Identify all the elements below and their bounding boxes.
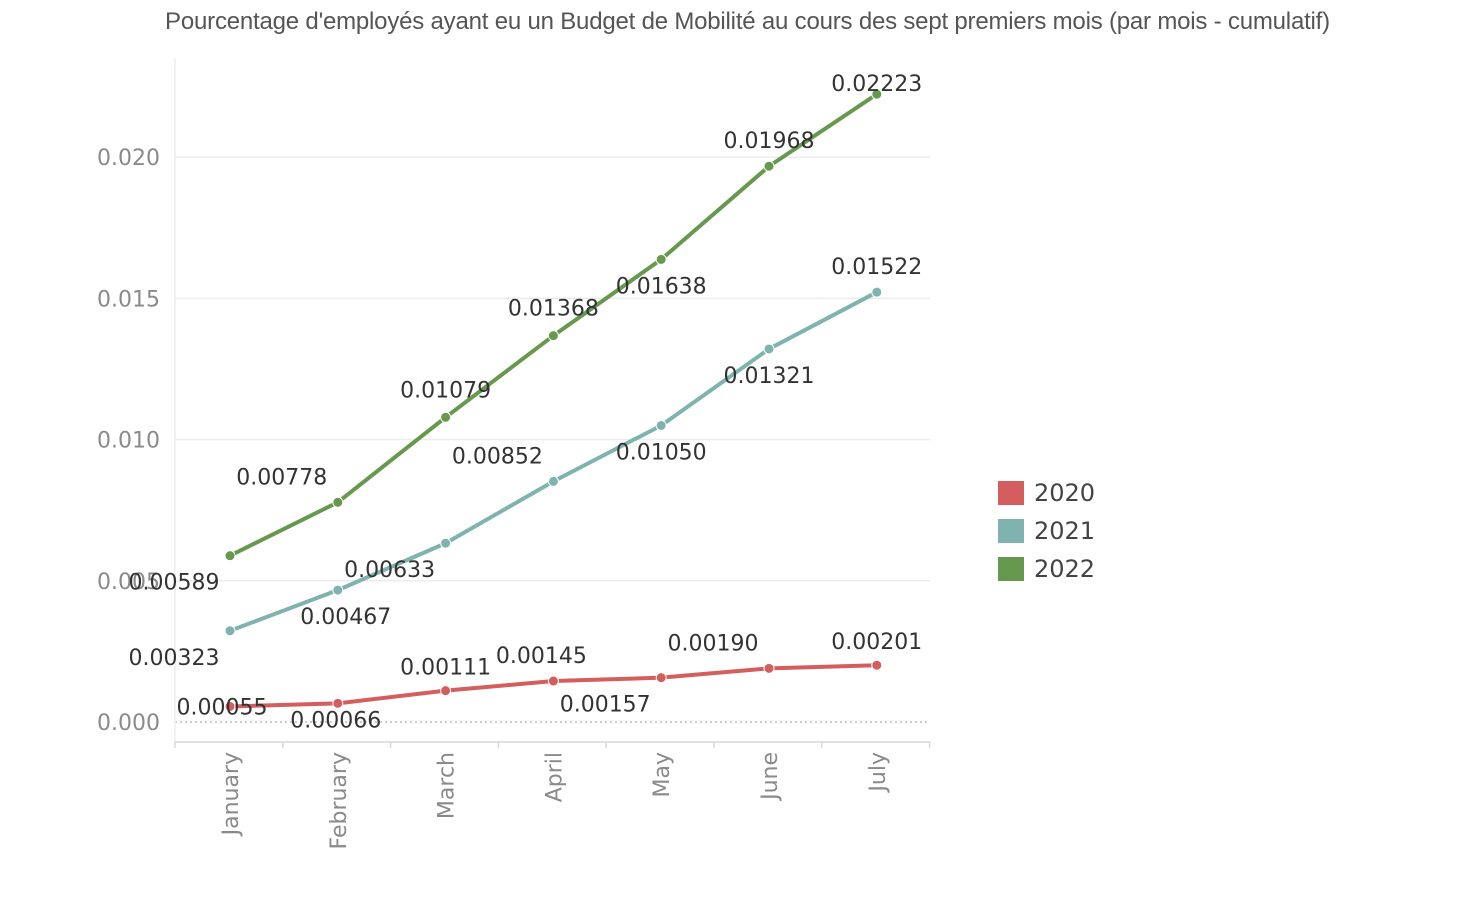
data-point-2021 <box>655 419 667 431</box>
data-point-2020 <box>440 685 452 697</box>
data-label-2020: 0.00145 <box>496 644 587 669</box>
data-label-2021: 0.01321 <box>724 364 815 389</box>
data-point-2020 <box>655 672 667 684</box>
legend-swatch-2022 <box>998 557 1024 581</box>
x-tick-label: January <box>219 752 244 837</box>
data-point-2022 <box>224 550 236 562</box>
x-tick-label: April <box>542 752 567 802</box>
data-point-2021 <box>871 286 883 298</box>
legend-label-2022: 2022 <box>1034 555 1096 583</box>
legend-swatch-2021 <box>998 519 1024 543</box>
legend-item-2021[interactable]: 2021 <box>998 512 1095 550</box>
data-label-2020: 0.00055 <box>177 695 268 720</box>
data-label-2022: 0.01368 <box>508 297 599 322</box>
data-point-2022 <box>440 411 452 423</box>
y-tick-label: 0.005 <box>97 570 160 595</box>
legend-item-2020[interactable]: 2020 <box>998 474 1095 512</box>
data-point-2021 <box>763 343 775 355</box>
series-line-2021 <box>228 290 879 633</box>
data-point-2020 <box>224 700 236 712</box>
data-label-2021: 0.00467 <box>300 605 391 630</box>
y-tick-label: 0.000 <box>97 711 160 736</box>
legend-label-2021: 2021 <box>1034 517 1096 545</box>
data-point-2022 <box>547 330 559 342</box>
data-point-2021 <box>332 584 344 596</box>
data-point-2021 <box>547 475 559 487</box>
y-tick-label: 0.020 <box>97 146 160 171</box>
data-point-2020 <box>763 662 775 674</box>
data-label-2021: 0.00323 <box>129 646 220 671</box>
y-tick-label: 0.010 <box>97 429 160 454</box>
data-label-2022: 0.02223 <box>831 72 922 97</box>
legend-label-2020: 2020 <box>1034 479 1096 507</box>
data-point-2022 <box>871 88 883 100</box>
data-label-2021: 0.00852 <box>452 444 543 469</box>
data-point-2021 <box>440 537 452 549</box>
data-label-2022: 0.01079 <box>400 378 491 403</box>
data-point-2021 <box>224 625 236 637</box>
data-point-2022 <box>763 160 775 172</box>
x-tick-label: May <box>650 752 675 797</box>
data-point-2020 <box>332 697 344 709</box>
data-label-2020: 0.00111 <box>400 656 491 681</box>
x-tick-label: July <box>866 752 891 794</box>
data-label-2020: 0.00157 <box>560 693 651 718</box>
data-point-2022 <box>655 253 667 265</box>
y-tick-label: 0.015 <box>97 287 160 312</box>
x-tick-label: March <box>435 752 460 819</box>
data-label-2022: 0.01638 <box>616 274 707 299</box>
data-label-2022: 0.01968 <box>724 129 815 154</box>
data-label-2022: 0.00589 <box>129 571 220 596</box>
x-tick-label: June <box>758 752 783 802</box>
data-point-2020 <box>547 675 559 687</box>
data-label-2021: 0.01050 <box>616 440 707 465</box>
data-label-2022: 0.00778 <box>236 465 327 490</box>
data-label-2020: 0.00201 <box>831 630 922 655</box>
data-label-2020: 0.00066 <box>290 708 381 733</box>
legend: 2020 2021 2022 <box>998 474 1095 588</box>
data-point-2020 <box>871 659 883 671</box>
legend-swatch-2020 <box>998 481 1024 505</box>
data-label-2021: 0.01522 <box>831 255 922 280</box>
data-label-2020: 0.00190 <box>668 631 759 656</box>
x-tick-label: February <box>327 752 352 850</box>
data-point-2022 <box>332 496 344 508</box>
chart-title: Pourcentage d'employés ayant eu un Budge… <box>165 8 1330 35</box>
data-label-2021: 0.00633 <box>344 558 435 583</box>
legend-item-2022[interactable]: 2022 <box>998 550 1095 588</box>
